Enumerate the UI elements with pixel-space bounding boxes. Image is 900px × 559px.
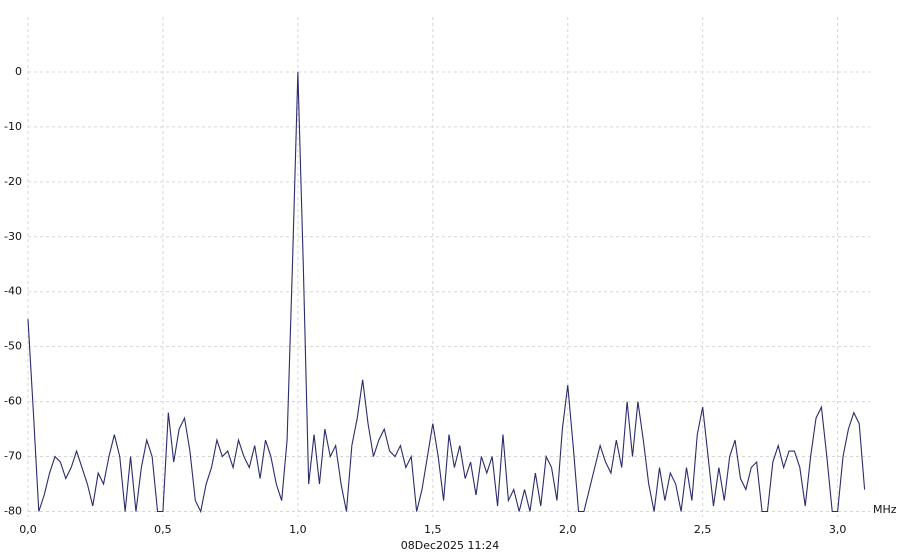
x-tick-label: 1,5 <box>424 523 442 536</box>
x-tick-label: 0,0 <box>19 523 37 536</box>
x-tick-label: 2,5 <box>694 523 712 536</box>
y-tick-label: -10 <box>4 120 22 133</box>
y-tick-label: -30 <box>4 230 22 243</box>
timestamp: 08Dec2025 11:24 <box>401 539 499 552</box>
y-tick-label: -20 <box>4 175 22 188</box>
x-tick-label: 3,0 <box>829 523 847 536</box>
y-tick-label: -80 <box>4 505 22 518</box>
x-unit-label: MHz <box>873 503 897 516</box>
y-tick-label: -50 <box>4 340 22 353</box>
x-tick-label: 0,5 <box>154 523 172 536</box>
y-tick-label: -70 <box>4 450 22 463</box>
x-tick-label: 2,0 <box>559 523 577 536</box>
y-tick-label: -60 <box>4 395 22 408</box>
y-tick-label: 0 <box>15 65 22 78</box>
spectrum-line <box>27 71 866 514</box>
x-tick-label: 1,0 <box>289 523 307 536</box>
y-tick-label: -40 <box>4 285 22 298</box>
